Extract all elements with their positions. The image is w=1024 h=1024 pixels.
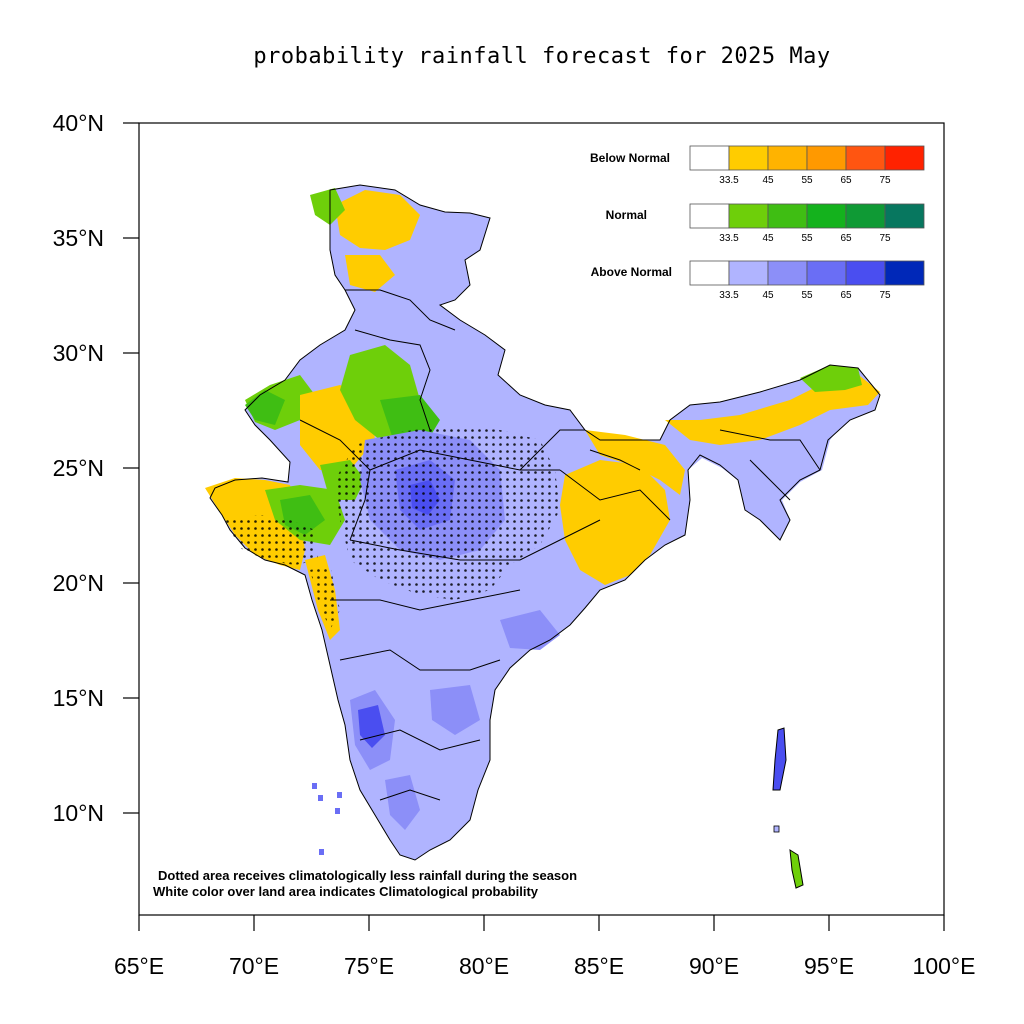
lat-tick-25: 25°N — [53, 455, 104, 481]
legend-tick-label: 65 — [840, 290, 852, 301]
note-dotted-area: Dotted area receives climatologically le… — [158, 868, 577, 883]
lon-tick-95: 95°E — [804, 953, 854, 979]
legend-swatch — [728, 260, 769, 286]
lon-tick-70: 70°E — [229, 953, 279, 979]
lon-tick-100: 100°E — [913, 953, 976, 979]
legend-tick-label: 75 — [879, 175, 891, 186]
legend-bar-normal: 33.5 45 55 65 75 — [689, 203, 925, 244]
legend-swatch — [845, 260, 886, 286]
legend-swatch — [884, 260, 925, 286]
legend-tick-label: 65 — [840, 175, 852, 186]
lakshadweep-islands — [312, 783, 342, 855]
lon-tick-85: 85°E — [574, 953, 624, 979]
lon-tick-75: 75°E — [344, 953, 394, 979]
lon-tick-90: 90°E — [689, 953, 739, 979]
note-white-color: White color over land area indicates Cli… — [153, 884, 539, 899]
legend-label-normal: Normal — [606, 208, 647, 222]
dotted-area — [225, 425, 560, 630]
legend-tick-label: 55 — [801, 175, 813, 186]
legend-label-below-normal: Below Normal — [590, 151, 670, 165]
legend-swatch — [767, 260, 808, 286]
legend-tick-label: 55 — [801, 290, 813, 301]
legend-bar-below-normal: 33.5 45 55 65 75 — [689, 145, 925, 186]
legend-swatch — [806, 145, 847, 171]
lat-tick-15: 15°N — [53, 685, 104, 711]
map-title: probability rainfall forecast for 2025 M… — [253, 44, 831, 69]
legend-tick-label: 45 — [762, 290, 774, 301]
legend-tick-label: 75 — [879, 233, 891, 244]
legend-swatch — [689, 203, 730, 229]
legend-tick-label: 33.5 — [719, 290, 739, 301]
legend-swatch — [884, 145, 925, 171]
legend-swatch — [884, 203, 925, 229]
andaman-nicobar-islands — [772, 727, 804, 889]
lat-tick-10: 10°N — [53, 800, 104, 826]
legend-swatch — [767, 203, 808, 229]
lon-tick-80: 80°E — [459, 953, 509, 979]
legend-swatch — [728, 145, 769, 171]
lon-tick-65: 65°E — [114, 953, 164, 979]
legend-label-above-normal: Above Normal — [591, 265, 672, 279]
state-boundaries — [209, 184, 881, 861]
legend-swatch — [728, 203, 769, 229]
legend-swatch — [845, 145, 886, 171]
lat-tick-20: 20°N — [53, 570, 104, 596]
legend-tick-label: 33.5 — [719, 233, 739, 244]
lat-tick-35: 35°N — [53, 225, 104, 251]
lat-axis: 40°N 35°N 30°N 25°N 20°N 15°N 10°N — [53, 110, 139, 826]
legend-tick-label: 65 — [840, 233, 852, 244]
legend-tick-label: 33.5 — [719, 175, 739, 186]
legend-swatch — [689, 145, 730, 171]
lat-tick-30: 30°N — [53, 340, 104, 366]
legend-tick-label: 75 — [879, 290, 891, 301]
legend-swatch — [689, 260, 730, 286]
legend-swatch — [806, 203, 847, 229]
legend-tick-label: 55 — [801, 233, 813, 244]
legend: Below Normal 33.5 45 55 65 75 Normal 33.5 45 5… — [590, 145, 925, 301]
lat-tick-40: 40°N — [53, 110, 104, 136]
legend-swatch — [845, 203, 886, 229]
legend-bar-above-normal: 33.5 45 55 65 75 — [689, 260, 925, 301]
legend-tick-label: 45 — [762, 175, 774, 186]
legend-swatch — [806, 260, 847, 286]
legend-swatch — [767, 145, 808, 171]
legend-tick-label: 45 — [762, 233, 774, 244]
lon-axis: 65°E 70°E 75°E 80°E 85°E 90°E 95°E 100°E — [114, 915, 976, 979]
